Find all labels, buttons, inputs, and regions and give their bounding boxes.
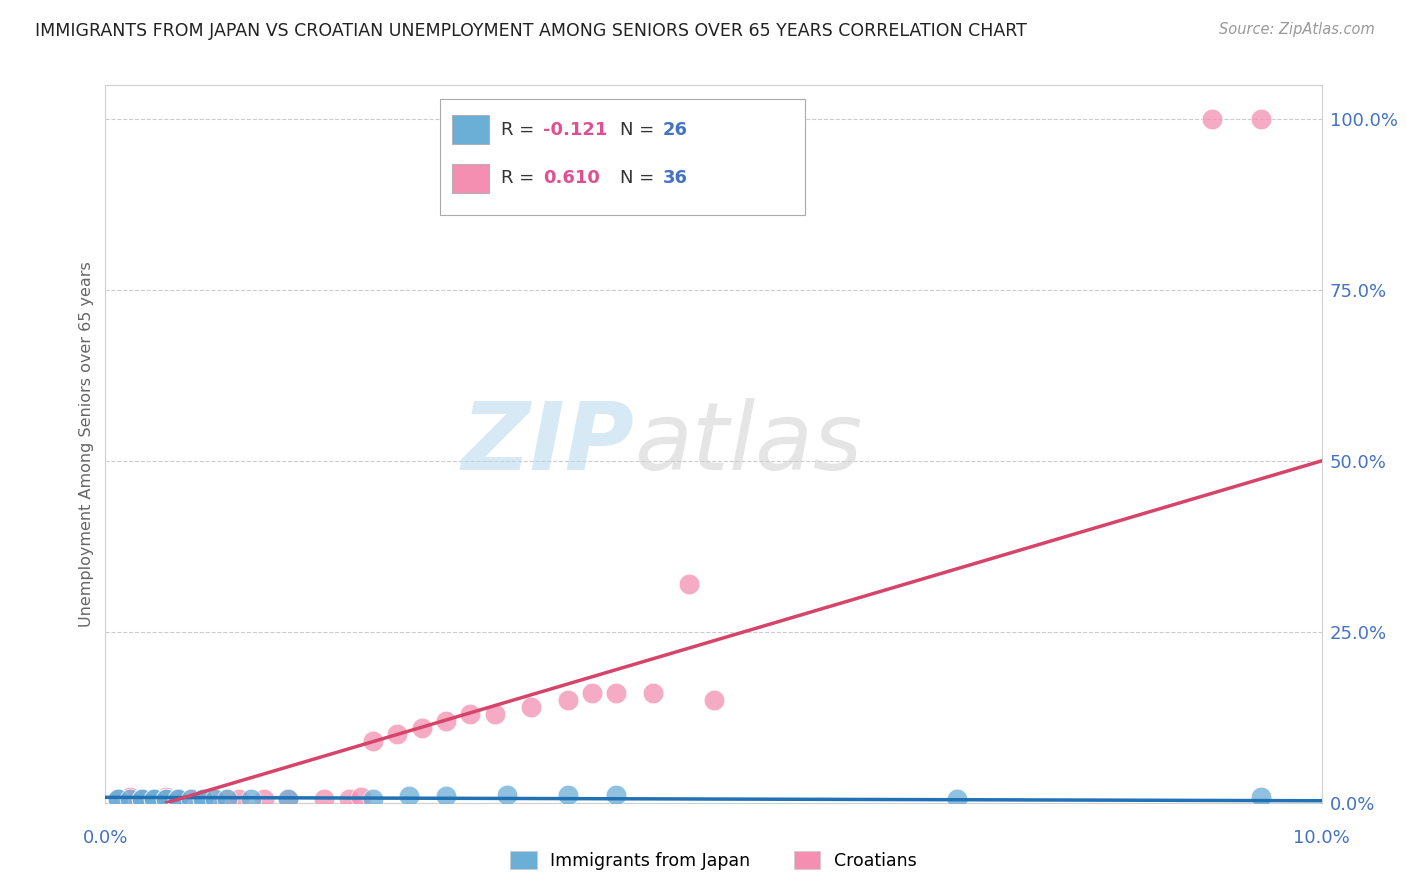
Point <box>678 577 700 591</box>
Point <box>228 792 250 806</box>
Point <box>155 792 177 806</box>
Point <box>1250 790 1272 805</box>
Point <box>107 792 129 806</box>
Point <box>557 788 579 802</box>
Point <box>180 792 202 806</box>
Point <box>118 790 141 805</box>
Point <box>143 792 166 806</box>
Text: Source: ZipAtlas.com: Source: ZipAtlas.com <box>1219 22 1375 37</box>
Text: atlas: atlas <box>634 398 863 490</box>
Point <box>314 792 336 806</box>
FancyBboxPatch shape <box>440 99 804 215</box>
Point <box>167 792 190 806</box>
Point <box>1250 112 1272 126</box>
Point <box>217 792 239 806</box>
Point <box>434 789 457 803</box>
Point <box>240 792 263 806</box>
Point <box>398 789 420 803</box>
Point <box>605 788 627 802</box>
Point <box>252 792 274 806</box>
Point <box>495 788 517 802</box>
Point <box>484 706 506 721</box>
Point <box>277 792 299 806</box>
Point <box>107 792 129 806</box>
Point <box>131 792 153 806</box>
Point <box>107 792 129 806</box>
Point <box>605 686 627 700</box>
Point <box>180 792 202 806</box>
Point <box>641 686 664 700</box>
Point <box>702 693 725 707</box>
Point <box>217 792 239 806</box>
Point <box>167 792 190 806</box>
Point <box>155 792 177 806</box>
Point <box>131 792 153 806</box>
Point <box>204 792 226 806</box>
Point <box>361 734 384 748</box>
Point <box>118 792 141 806</box>
Point <box>945 792 967 806</box>
Point <box>411 721 433 735</box>
Text: R =: R = <box>501 120 540 138</box>
Text: 26: 26 <box>662 120 688 138</box>
Point <box>131 792 153 806</box>
Point <box>118 792 141 806</box>
Point <box>167 792 190 806</box>
Text: ZIP: ZIP <box>461 398 634 490</box>
Point <box>520 700 543 714</box>
Point <box>167 792 190 806</box>
Point <box>143 792 166 806</box>
Point <box>191 792 214 806</box>
Point <box>143 792 166 806</box>
Point <box>191 792 214 806</box>
Point <box>458 706 481 721</box>
Point <box>191 792 214 806</box>
Text: 10.0%: 10.0% <box>1294 829 1350 847</box>
Y-axis label: Unemployment Among Seniors over 65 years: Unemployment Among Seniors over 65 years <box>79 260 94 627</box>
Point <box>131 792 153 806</box>
FancyBboxPatch shape <box>453 115 488 144</box>
Point <box>337 792 360 806</box>
Point <box>204 792 226 806</box>
Point <box>1201 112 1223 126</box>
Point <box>361 792 384 806</box>
Text: N =: N = <box>620 120 659 138</box>
Text: 36: 36 <box>662 169 688 187</box>
Point <box>387 727 409 741</box>
Legend: Immigrants from Japan, Croatians: Immigrants from Japan, Croatians <box>503 844 924 877</box>
Point <box>434 714 457 728</box>
Text: 0.0%: 0.0% <box>83 829 128 847</box>
Point <box>557 693 579 707</box>
Point <box>143 792 166 806</box>
Point <box>350 790 373 805</box>
FancyBboxPatch shape <box>453 164 488 193</box>
Point <box>155 790 177 805</box>
Text: IMMIGRANTS FROM JAPAN VS CROATIAN UNEMPLOYMENT AMONG SENIORS OVER 65 YEARS CORRE: IMMIGRANTS FROM JAPAN VS CROATIAN UNEMPL… <box>35 22 1026 40</box>
Text: -0.121: -0.121 <box>543 120 607 138</box>
Text: 0.610: 0.610 <box>543 169 600 187</box>
Point <box>277 792 299 806</box>
Point <box>155 792 177 806</box>
Point <box>581 686 603 700</box>
Text: R =: R = <box>501 169 540 187</box>
Text: N =: N = <box>620 169 659 187</box>
